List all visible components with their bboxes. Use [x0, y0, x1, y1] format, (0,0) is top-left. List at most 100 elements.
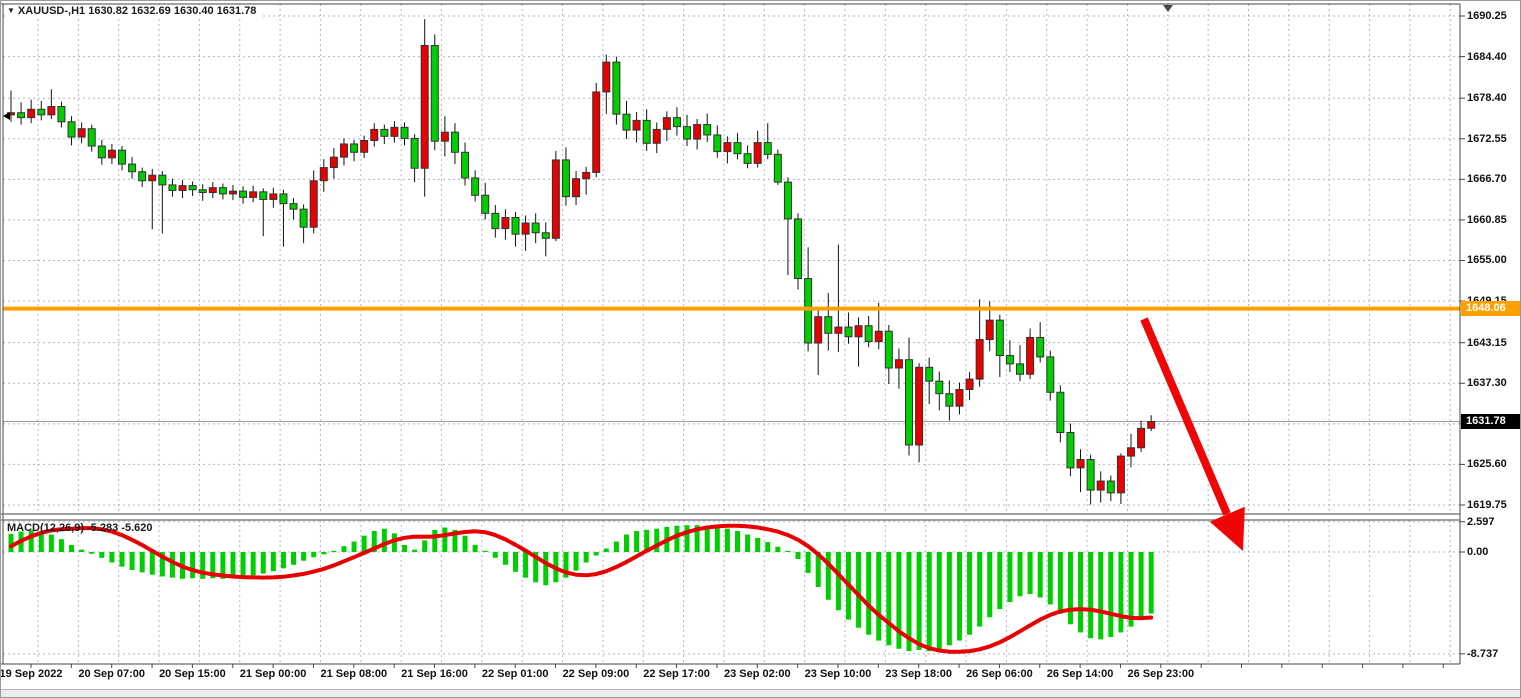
macd-histogram-bar — [1118, 552, 1124, 633]
current-price-tag: 1631.78 — [1461, 414, 1520, 430]
candle-body — [541, 232, 550, 239]
candle-body — [592, 91, 601, 173]
macd-tick-label: -8.737 — [1467, 647, 1499, 660]
candle-body — [995, 319, 1004, 357]
candle-body — [208, 187, 217, 194]
candle-body — [743, 153, 752, 164]
price-tick-label: 1690.25 — [1467, 10, 1507, 22]
candle-body — [955, 389, 964, 407]
candle-body — [915, 366, 924, 446]
candle-body — [1116, 455, 1125, 494]
macd-histogram-bar — [916, 552, 922, 650]
macd-histogram-bar — [321, 552, 327, 555]
scroll-end-marker-icon[interactable] — [1163, 5, 1173, 12]
candle-body — [47, 106, 56, 116]
macd-histogram-bar — [593, 552, 599, 556]
candle-body — [481, 194, 490, 214]
macd-histogram-bar — [1017, 552, 1023, 597]
candle-body — [329, 156, 338, 169]
candle-body — [1036, 336, 1045, 358]
time-label: 26 Sep 14:00 — [1046, 668, 1114, 680]
candle-body — [339, 143, 348, 158]
arrow-object-head[interactable] — [1209, 506, 1245, 551]
arrow-object-shaft[interactable] — [1140, 317, 1231, 516]
macd-histogram-bar — [755, 538, 761, 552]
macd-histogram-bar — [159, 552, 165, 577]
time-label: 20 Sep 15:00 — [159, 668, 226, 680]
time-label: 26 Sep 23:00 — [1127, 668, 1195, 680]
price-tick-label: 1678.40 — [1467, 92, 1507, 105]
window-bottom-edge — [1, 689, 1520, 697]
candle-body — [763, 142, 772, 155]
candle-body — [582, 171, 591, 180]
candle-body — [1016, 363, 1024, 375]
macd-histogram-bar — [946, 552, 952, 646]
candle-body — [501, 216, 510, 230]
candle-body — [824, 316, 833, 334]
dropdown-triangle-icon[interactable]: ▼ — [7, 6, 15, 15]
candle-body — [662, 117, 671, 130]
macd-histogram-bar — [1047, 552, 1053, 605]
price-tick-label: 1619.75 — [1467, 498, 1507, 511]
candle-body — [783, 181, 792, 220]
macd-histogram-bar — [1078, 552, 1084, 633]
macd-histogram-bar — [331, 550, 337, 552]
candle-body — [380, 128, 389, 137]
hline-price-tag: 1648.06 — [1461, 301, 1520, 317]
candle-body — [874, 330, 883, 343]
macd-histogram-bar — [119, 552, 125, 567]
macd-histogram-bar — [623, 534, 629, 552]
macd-histogram-bar — [704, 525, 710, 552]
macd-histogram-bar — [89, 552, 95, 554]
candle-body — [672, 117, 681, 128]
candle-body — [531, 222, 540, 234]
candle-body — [450, 131, 459, 153]
macd-histogram-bar — [533, 552, 539, 583]
macd-histogram-bar — [79, 549, 85, 552]
candle-body — [239, 190, 248, 198]
chart-title-text: XAUUSD-,H1 1630.82 1632.69 1630.40 1631.… — [17, 5, 257, 17]
candle-body — [844, 326, 853, 338]
macd-histogram-bar — [432, 529, 438, 552]
macd-histogram-bar — [250, 552, 256, 576]
candle-body — [1046, 356, 1055, 393]
macd-histogram-bar — [775, 546, 781, 552]
price-tick-label: 1637.30 — [1467, 377, 1507, 390]
macd-histogram-bar — [351, 541, 357, 552]
macd-histogram-bar — [1098, 552, 1104, 640]
time-label: 20 Sep 07:00 — [78, 668, 146, 680]
price-tick-label: 1625.60 — [1467, 458, 1507, 471]
price-tick-label: 1684.40 — [1467, 50, 1507, 63]
macd-histogram-bar — [936, 552, 942, 649]
macd-histogram-bar — [1037, 552, 1043, 598]
candle-body — [884, 330, 893, 369]
candle-body — [612, 61, 621, 115]
macd-histogram-bar — [734, 531, 740, 552]
candle-body — [27, 108, 36, 119]
candle-body — [683, 126, 692, 140]
macd-signal-line — [9, 523, 1154, 654]
macd-histogram-bar — [301, 552, 307, 561]
candle-body — [57, 106, 66, 123]
macd-histogram-bar — [149, 552, 155, 575]
candle-body — [814, 316, 823, 344]
candle-body — [17, 112, 26, 119]
macd-histogram-bar — [1088, 552, 1094, 639]
macd-histogram-bar — [977, 552, 983, 627]
macd-histogram-bar — [260, 552, 266, 574]
candle-body — [572, 178, 581, 198]
macd-histogram-bar — [28, 530, 34, 552]
macd-histogram-bar — [482, 550, 488, 552]
macd-histogram-bar — [886, 552, 892, 646]
candle-body — [1066, 432, 1075, 469]
time-label: 23 Sep 02:00 — [723, 668, 791, 680]
macd-histogram-bar — [402, 545, 408, 552]
candle-body — [511, 216, 520, 235]
macd-histogram-bar — [694, 525, 700, 552]
candle-body — [420, 44, 429, 169]
candle-body — [107, 149, 116, 159]
candle-body — [218, 187, 227, 195]
macd-histogram-bar — [654, 528, 660, 552]
candle-body — [440, 131, 449, 142]
